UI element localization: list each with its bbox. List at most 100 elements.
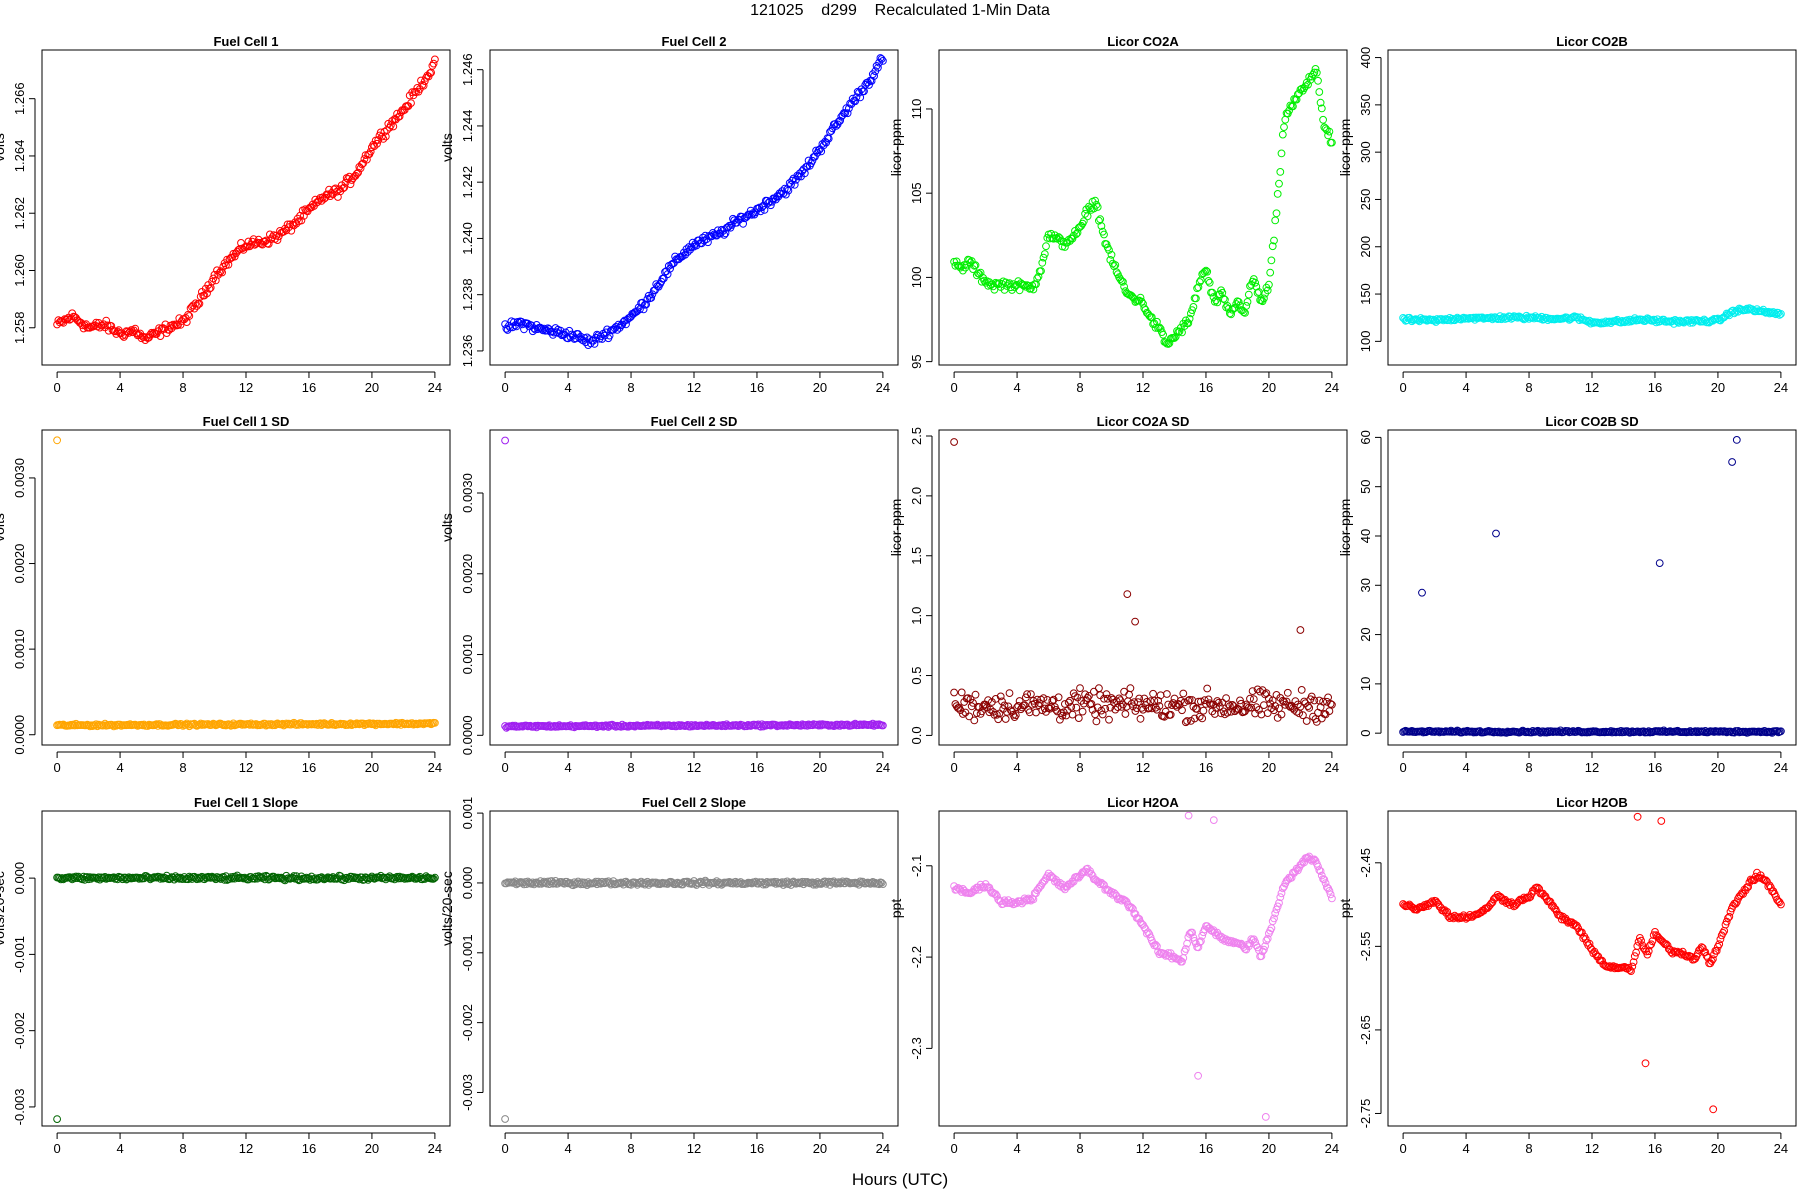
data-point <box>1270 236 1278 245</box>
x-tick-label: 20 <box>1711 1141 1725 1156</box>
data-point <box>1300 858 1309 867</box>
data-point <box>1135 694 1144 703</box>
data-point <box>613 326 622 334</box>
data-point <box>979 702 987 711</box>
data-point <box>1137 297 1146 306</box>
data-point <box>1086 204 1094 213</box>
data-point <box>1644 947 1653 956</box>
data-point <box>1131 910 1140 918</box>
y-tick-label: 20 <box>1358 627 1373 641</box>
data-point <box>980 276 989 285</box>
x-tick-label: 0 <box>1399 380 1406 395</box>
data-point <box>1261 690 1269 699</box>
x-tick-label: 0 <box>501 1141 508 1156</box>
data-point <box>1076 684 1084 692</box>
data-point <box>1725 912 1734 921</box>
data-point <box>1289 102 1297 111</box>
data-point <box>1147 704 1156 713</box>
data-point <box>373 139 381 148</box>
data-point <box>653 282 662 290</box>
data-point <box>324 190 332 199</box>
data-point <box>1328 894 1336 903</box>
data-point <box>1156 691 1165 700</box>
panel-title: Licor CO2A SD <box>1097 414 1190 429</box>
data-point <box>1243 298 1252 306</box>
data-point <box>1326 890 1335 899</box>
data-point <box>1249 695 1258 703</box>
data-point <box>1278 130 1287 139</box>
data-point <box>1328 138 1336 147</box>
panel-title: Fuel Cell 2 Slope <box>642 795 746 810</box>
data-point <box>993 892 1001 900</box>
y-tick-label: -0.002 <box>12 1012 27 1049</box>
data-point <box>1203 267 1212 276</box>
x-tick-label: 0 <box>1399 1141 1406 1156</box>
data-point <box>1093 203 1102 211</box>
x-tick-label: 24 <box>428 380 442 395</box>
data-point <box>1105 715 1113 724</box>
data-point <box>429 874 438 883</box>
data-point <box>1083 694 1092 702</box>
data-point <box>666 264 674 273</box>
data-point <box>335 185 344 194</box>
data-point <box>1306 855 1315 864</box>
data-point <box>1101 704 1110 713</box>
y-tick-label: 250 <box>1358 189 1373 211</box>
data-point <box>681 250 690 259</box>
data-point <box>1294 700 1302 709</box>
y-tick-label: 0.0030 <box>460 473 475 513</box>
x-tick-label: 12 <box>687 760 701 775</box>
data-point <box>1116 275 1125 284</box>
data-point <box>370 142 379 151</box>
y-axis-label: licor-ppm <box>888 119 904 177</box>
data-point <box>1738 305 1746 314</box>
data-point <box>1155 323 1164 332</box>
data-point <box>1275 179 1283 188</box>
chart-panel-7: Licor CO2A SD licor-ppm 0 4 8 12 16 20 24 0.0 0.5 1… <box>888 414 1348 775</box>
data-point <box>1020 281 1029 289</box>
data-point <box>879 721 887 730</box>
data-point <box>1095 684 1103 693</box>
data-point <box>1287 873 1296 882</box>
data-point <box>969 699 977 707</box>
x-tick-label: 20 <box>1711 380 1725 395</box>
data-point <box>1277 710 1286 719</box>
x-tick-label: 16 <box>1648 1141 1662 1156</box>
x-tick-label: 16 <box>302 380 316 395</box>
outlier-point <box>1657 817 1666 825</box>
data-point <box>1102 690 1111 699</box>
data-point <box>1047 871 1055 880</box>
data-point <box>1766 883 1775 892</box>
data-point <box>1231 707 1239 716</box>
data-point <box>642 300 650 309</box>
data-point <box>169 320 177 329</box>
data-point <box>1091 710 1099 719</box>
x-tick-label: 0 <box>950 380 957 395</box>
data-point <box>819 141 828 150</box>
data-point <box>1249 275 1258 283</box>
data-point <box>1267 256 1276 265</box>
y-tick-label: 1.258 <box>12 311 27 344</box>
outlier-point <box>501 436 510 445</box>
data-point <box>1088 871 1097 880</box>
data-point <box>1487 899 1496 908</box>
y-tick-label: 100 <box>1358 330 1373 352</box>
data-point <box>957 688 966 697</box>
data-point <box>1037 267 1045 275</box>
data-point <box>431 873 439 882</box>
data-point <box>1305 704 1314 712</box>
data-point <box>977 707 986 716</box>
data-point <box>1648 937 1657 946</box>
data-point <box>203 289 211 298</box>
data-point <box>1248 936 1257 945</box>
data-point <box>1646 941 1654 950</box>
data-point <box>1261 942 1269 950</box>
y-tick-label: 200 <box>1358 236 1373 258</box>
data-point <box>1178 328 1186 337</box>
data-point <box>1097 878 1106 887</box>
data-point <box>1155 702 1164 710</box>
data-point <box>366 147 375 156</box>
chart-panel-4: Licor CO2B licor-ppm 0 4 8 12 16 20 24 100 150 200 2… <box>1337 34 1797 395</box>
data-point <box>980 883 989 892</box>
